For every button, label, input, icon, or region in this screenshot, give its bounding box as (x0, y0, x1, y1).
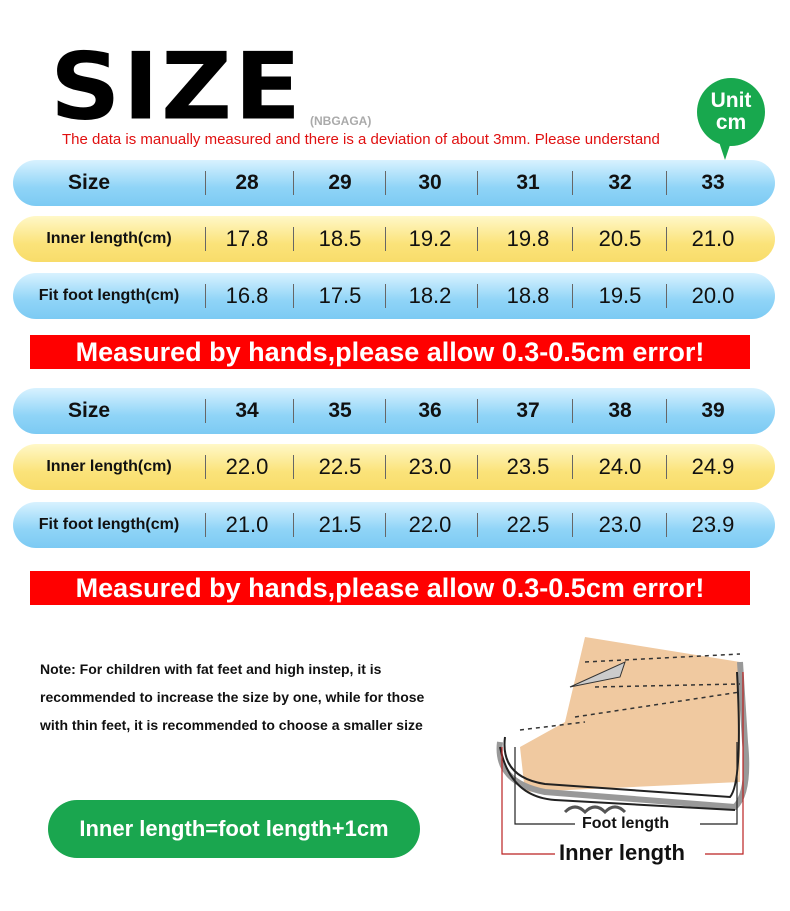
column-divider (293, 399, 294, 423)
column-divider (477, 284, 478, 308)
formula-badge: Inner length=foot length+1cm (48, 800, 420, 858)
table-cell: 23.0 (598, 512, 642, 537)
table-cell: 22.5 (318, 454, 362, 479)
table-cell: 34 (235, 399, 259, 422)
column-divider (666, 227, 667, 251)
table-cell: 21.5 (318, 512, 362, 537)
column-divider (205, 513, 206, 537)
size-row: Size 28 29 30 31 32 33 (13, 160, 775, 206)
table-cell: 36 (418, 399, 442, 422)
table-cell: 22.0 (408, 512, 452, 537)
shoe-diagram-illustration (496, 637, 750, 855)
column-divider (385, 171, 386, 195)
column-divider (666, 455, 667, 479)
table-cell: 38 (608, 399, 632, 422)
table-cell: 20.5 (598, 226, 642, 251)
table-cell: 22.0 (225, 454, 269, 479)
column-divider (293, 227, 294, 251)
column-divider (293, 455, 294, 479)
table-cell: 23.5 (506, 454, 550, 479)
row-label: Fit foot length(cm) (38, 287, 180, 304)
table-cell: 18.8 (506, 283, 550, 308)
row-label: Size (67, 171, 111, 194)
table-cell: 37 (516, 399, 540, 422)
row-label: Inner length(cm) (46, 458, 172, 475)
table-cell: 35 (328, 399, 352, 422)
column-divider (205, 227, 206, 251)
column-divider (385, 227, 386, 251)
column-divider (572, 284, 573, 308)
inner-length-row: Inner length(cm) 17.8 18.5 19.2 19.8 20.5 21.0 (13, 216, 775, 262)
column-divider (293, 513, 294, 537)
fit-note: Note: For children with fat feet and hig… (40, 661, 425, 733)
column-divider (205, 171, 206, 195)
column-divider (572, 399, 573, 423)
table-cell: 28 (235, 171, 259, 194)
table-cell: 21.0 (691, 226, 735, 251)
column-divider (477, 171, 478, 195)
unit-badge-line2: cm (715, 111, 747, 134)
column-divider (572, 171, 573, 195)
table-cell: 21.0 (225, 512, 269, 537)
column-divider (666, 171, 667, 195)
table-cell: 19.5 (598, 283, 642, 308)
column-divider (385, 455, 386, 479)
fit-foot-length-row: Fit foot length(cm) 21.0 21.5 22.0 22.5 23.0 2… (13, 502, 775, 548)
table-cell: 23.9 (691, 512, 735, 537)
column-divider (293, 171, 294, 195)
table-cell: 39 (701, 399, 725, 422)
row-label: Size (67, 399, 111, 422)
table-cell: 29 (328, 171, 352, 194)
column-divider (385, 399, 386, 423)
column-divider (205, 455, 206, 479)
table-cell: 30 (418, 171, 442, 194)
column-divider (666, 284, 667, 308)
column-divider (205, 399, 206, 423)
unit-badge: Unit cm (697, 78, 765, 160)
table-cell: 24.0 (598, 454, 642, 479)
page-title: SIZE (50, 32, 304, 142)
error-warning-banner: Measured by hands,please allow 0.3-0.5cm… (30, 335, 750, 369)
table-cell: 17.8 (225, 226, 269, 251)
foot-length-label: Foot length (582, 815, 670, 832)
table-cell: 17.5 (318, 283, 362, 308)
table-cell: 31 (516, 171, 540, 194)
table-cell: 18.2 (408, 283, 452, 308)
column-divider (385, 513, 386, 537)
table-cell: 18.5 (318, 226, 362, 251)
column-divider (572, 227, 573, 251)
column-divider (477, 455, 478, 479)
column-divider (666, 513, 667, 537)
column-divider (293, 284, 294, 308)
table-cell: 33 (701, 171, 725, 194)
column-divider (477, 513, 478, 537)
unit-badge-line1: Unit (710, 89, 752, 112)
inner-length-row: Inner length(cm) 22.0 22.5 23.0 23.5 24.0 24.9 (13, 444, 775, 490)
table-cell: 19.2 (408, 226, 452, 251)
column-divider (666, 399, 667, 423)
table-cell: 20.0 (691, 283, 735, 308)
table-cell: 22.5 (506, 512, 550, 537)
fit-foot-length-row: Fit foot length(cm) 16.8 17.5 18.2 18.8 19.5 2… (13, 273, 775, 319)
row-label: Inner length(cm) (46, 230, 172, 247)
error-warning-banner: Measured by hands,please allow 0.3-0.5cm… (30, 571, 750, 605)
column-divider (205, 284, 206, 308)
table-cell: 24.9 (691, 454, 735, 479)
column-divider (385, 284, 386, 308)
table-cell: 19.8 (506, 226, 550, 251)
column-divider (477, 227, 478, 251)
row-label: Fit foot length(cm) (38, 516, 180, 533)
inner-length-label: Inner length (559, 840, 685, 865)
column-divider (572, 455, 573, 479)
table-cell: 23.0 (408, 454, 452, 479)
column-divider (572, 513, 573, 537)
table-cell: 32 (608, 171, 632, 194)
column-divider (477, 399, 478, 423)
table-cell: 16.8 (225, 283, 269, 308)
size-row: Size 34 35 36 37 38 39 (13, 388, 775, 434)
measurement-notice: The data is manually measured and there … (62, 131, 660, 148)
brand-label: (NBGAGA) (310, 114, 372, 128)
